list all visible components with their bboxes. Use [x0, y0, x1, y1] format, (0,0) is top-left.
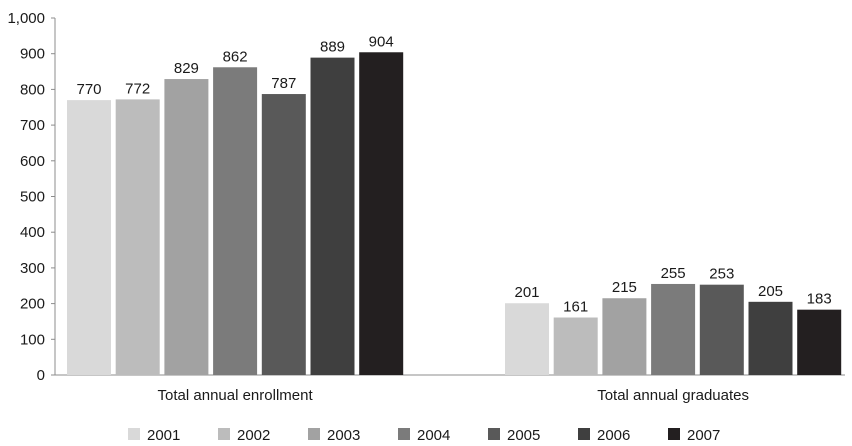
- bar-2003-enrollment: [164, 79, 209, 375]
- data-label: 829: [174, 60, 199, 77]
- bar-2001-enrollment: [67, 100, 111, 376]
- y-tick-label: 900: [20, 46, 45, 63]
- legend-label-2007: 2007: [687, 427, 720, 444]
- legend-label-2002: 2002: [237, 427, 270, 444]
- legend-swatch-2002: [218, 428, 230, 440]
- bar-2004-enrollment: [213, 67, 258, 376]
- data-labels: 770 772 829 862 787 889 904 201 161 215 255 253 205 1…: [76, 33, 831, 315]
- legend-swatch-2003: [308, 428, 320, 440]
- bar-2003-graduates: [602, 298, 647, 375]
- legend-label-2003: 2003: [327, 427, 360, 444]
- bar-2006-enrollment: [310, 57, 355, 375]
- y-tick-label: 800: [20, 81, 45, 98]
- bar-2005-enrollment: [261, 94, 306, 375]
- legend-swatch-2006: [578, 428, 590, 440]
- y-tick-label: 600: [20, 153, 45, 170]
- bar-2002-graduates: [553, 317, 598, 375]
- bar-2007-enrollment: [359, 52, 404, 375]
- y-tick-label: 100: [20, 331, 45, 348]
- legend-swatch-2007: [668, 428, 680, 440]
- y-tick-label: 500: [20, 189, 45, 206]
- y-tick-label: 400: [20, 224, 45, 241]
- bar-2007-graduates: [797, 309, 842, 375]
- data-label: 205: [758, 283, 783, 300]
- category-label: Total annual graduates: [597, 387, 749, 404]
- y-tick-label: 1,000: [7, 10, 45, 27]
- bar-2006-graduates: [748, 301, 793, 375]
- legend-swatch-2004: [398, 428, 410, 440]
- legend-swatch-2001: [128, 428, 140, 440]
- bar-2001-graduates: [505, 303, 549, 375]
- legend-swatch-2005: [488, 428, 500, 440]
- y-tick-label: 700: [20, 117, 45, 134]
- data-label: 161: [563, 299, 588, 316]
- bar-2002-enrollment: [115, 99, 160, 376]
- data-label: 904: [369, 33, 394, 50]
- data-label: 253: [709, 266, 734, 283]
- legend-label-2004: 2004: [417, 427, 450, 444]
- category-label: Total annual enrollment: [158, 387, 314, 404]
- data-label: 255: [661, 265, 686, 282]
- bars: [67, 52, 842, 376]
- category-labels: Total annual enrollment Total annual grad…: [158, 387, 749, 404]
- y-tick-label: 0: [37, 367, 45, 384]
- data-label: 862: [223, 48, 248, 65]
- data-label: 201: [514, 284, 539, 301]
- data-label: 215: [612, 279, 637, 296]
- data-label: 787: [271, 75, 296, 92]
- y-tick-label: 200: [20, 296, 45, 313]
- data-label: 889: [320, 39, 345, 56]
- bar-2005-graduates: [699, 284, 744, 375]
- y-axis: 0 100 200 300 400 500 600 700 800 900 1,000: [7, 10, 56, 384]
- legend-label-2005: 2005: [507, 427, 540, 444]
- legend: 2001 2002 2003 2004 2005 2006 2007: [128, 427, 720, 444]
- data-label: 183: [807, 291, 832, 308]
- data-label: 770: [76, 81, 101, 98]
- y-tick-label: 300: [20, 260, 45, 277]
- legend-label-2006: 2006: [597, 427, 630, 444]
- data-label: 772: [125, 80, 150, 97]
- legend-label-2001: 2001: [147, 427, 180, 444]
- bar-2004-graduates: [651, 283, 696, 375]
